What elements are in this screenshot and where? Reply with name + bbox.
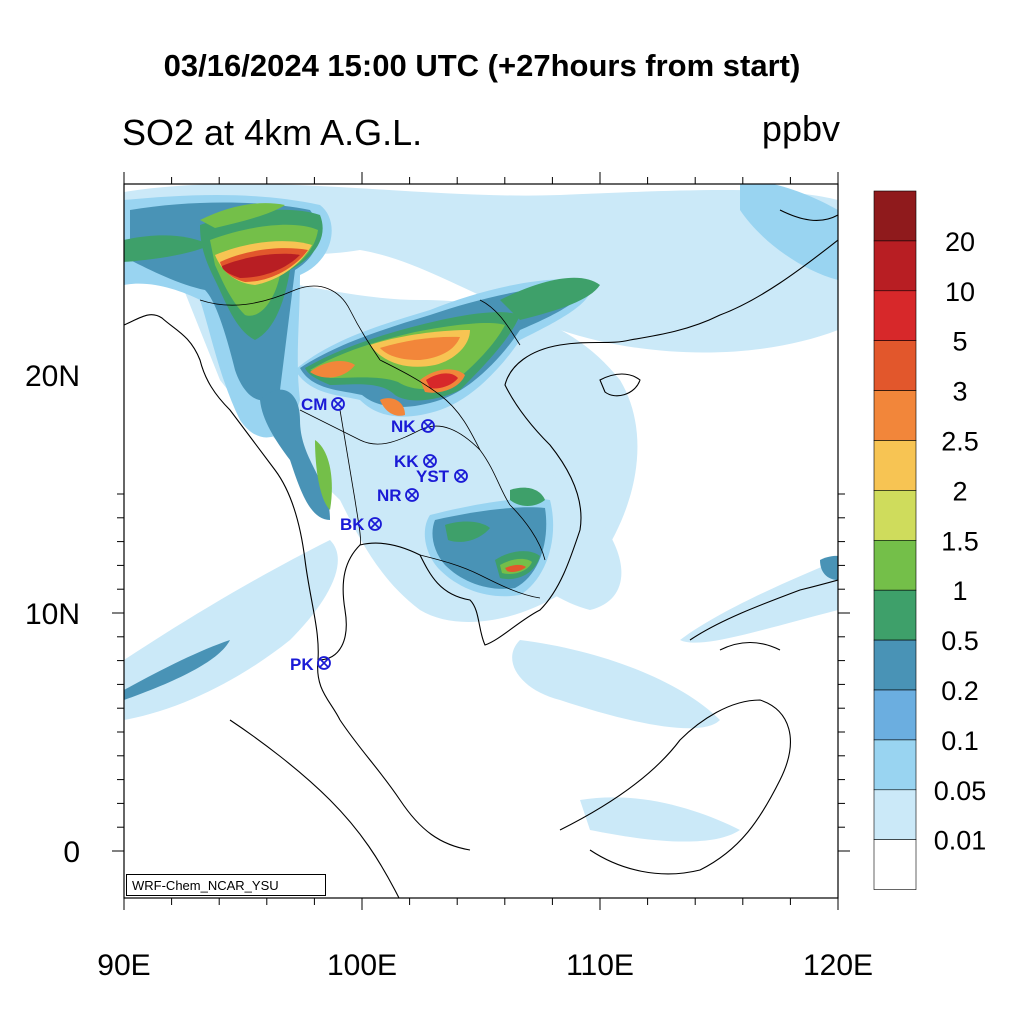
station-label: CM bbox=[301, 395, 327, 414]
colorbar-level-label: 0.1 bbox=[941, 726, 979, 756]
map-title: 03/16/2024 15:00 UTC (+27hours from star… bbox=[163, 48, 801, 83]
station-cm: CM bbox=[301, 395, 345, 414]
station-nk: NK bbox=[391, 417, 435, 436]
station-label: YST bbox=[416, 467, 450, 486]
colorbar-swatch bbox=[873, 539, 917, 591]
concentration-field bbox=[124, 184, 838, 842]
x-tick-label: 120E bbox=[803, 949, 873, 982]
colorbar-level-label: 2.5 bbox=[941, 427, 979, 457]
model-credit: WRF-Chem_NCAR_YSU bbox=[126, 874, 326, 896]
colorbar-level-label: 2 bbox=[952, 476, 967, 506]
y-tick-label: 20N bbox=[25, 360, 80, 393]
station-marker-icon bbox=[454, 469, 468, 483]
map-frame bbox=[112, 172, 850, 910]
colorbar-swatch bbox=[873, 789, 917, 840]
colorbar-swatch bbox=[873, 190, 917, 242]
colorbar-swatch bbox=[873, 240, 917, 292]
station-marker-icon bbox=[317, 656, 331, 670]
station-marker-icon bbox=[421, 419, 435, 433]
plume-light bbox=[740, 184, 838, 280]
colorbar-level-label: 0.05 bbox=[934, 776, 987, 806]
station-nr: NR bbox=[377, 486, 419, 505]
station-label: NR bbox=[377, 486, 402, 505]
colorbar-swatch bbox=[873, 739, 917, 791]
colorbar-swatch bbox=[873, 390, 917, 441]
colorbar-level-label: 0.01 bbox=[934, 826, 987, 856]
colorbar-swatch bbox=[873, 689, 917, 741]
station-marker-icon bbox=[423, 454, 437, 468]
colorbar-swatch bbox=[873, 639, 917, 691]
units-label: ppbv bbox=[761, 108, 840, 149]
colorbar-swatch bbox=[873, 440, 917, 491]
colorbar-swatch bbox=[873, 839, 917, 890]
x-tick-label: 110E bbox=[566, 949, 634, 982]
colorbar-swatch bbox=[873, 290, 917, 341]
x-tick-label: 100E bbox=[327, 949, 397, 982]
y-tick-label: 0 bbox=[63, 836, 80, 869]
station-pk: PK bbox=[290, 655, 331, 674]
colorbar-swatch bbox=[873, 589, 917, 641]
colorbar-level-label: 10 bbox=[945, 277, 975, 307]
colorbar: 20 10 5 3 2.5 2 1.5 1 0.5 0.2 0.1 0.05 0.01 bbox=[873, 190, 987, 890]
station-label: BK bbox=[340, 515, 365, 534]
coastlines bbox=[124, 209, 838, 898]
station-label: KK bbox=[394, 452, 419, 471]
colorbar-level-label: 1.5 bbox=[941, 526, 979, 556]
colorbar-swatch bbox=[873, 340, 917, 391]
colorbar-level-label: 0.5 bbox=[941, 626, 979, 656]
plume-light bbox=[512, 640, 720, 729]
x-tick-label: 90E bbox=[97, 949, 150, 982]
colorbar-level-label: 0.2 bbox=[941, 676, 979, 706]
plume-light bbox=[680, 560, 838, 643]
station-markers: CM NK KK YST NR BK PK bbox=[290, 395, 468, 674]
station-marker-icon bbox=[405, 488, 419, 502]
station-marker-icon bbox=[368, 517, 382, 531]
station-bk: BK bbox=[340, 515, 382, 534]
country-borders bbox=[199, 285, 546, 599]
station-label: NK bbox=[391, 417, 416, 436]
variable-label: SO2 at 4km A.G.L. bbox=[122, 112, 423, 153]
plume-light bbox=[580, 797, 740, 842]
colorbar-level-label: 5 bbox=[952, 327, 967, 357]
colorbar-level-label: 20 bbox=[945, 227, 975, 257]
station-kk: KK bbox=[394, 452, 437, 471]
axis-labels: 90E 100E 110E 120E 20N 10N 0 bbox=[25, 360, 873, 982]
colorbar-level-label: 3 bbox=[952, 377, 967, 407]
colorbar-level-label: 1 bbox=[952, 576, 967, 606]
y-tick-label: 10N bbox=[25, 598, 80, 631]
station-marker-icon bbox=[331, 397, 345, 411]
colorbar-swatch bbox=[873, 490, 917, 541]
station-yst: YST bbox=[416, 467, 468, 486]
station-label: PK bbox=[290, 655, 314, 674]
